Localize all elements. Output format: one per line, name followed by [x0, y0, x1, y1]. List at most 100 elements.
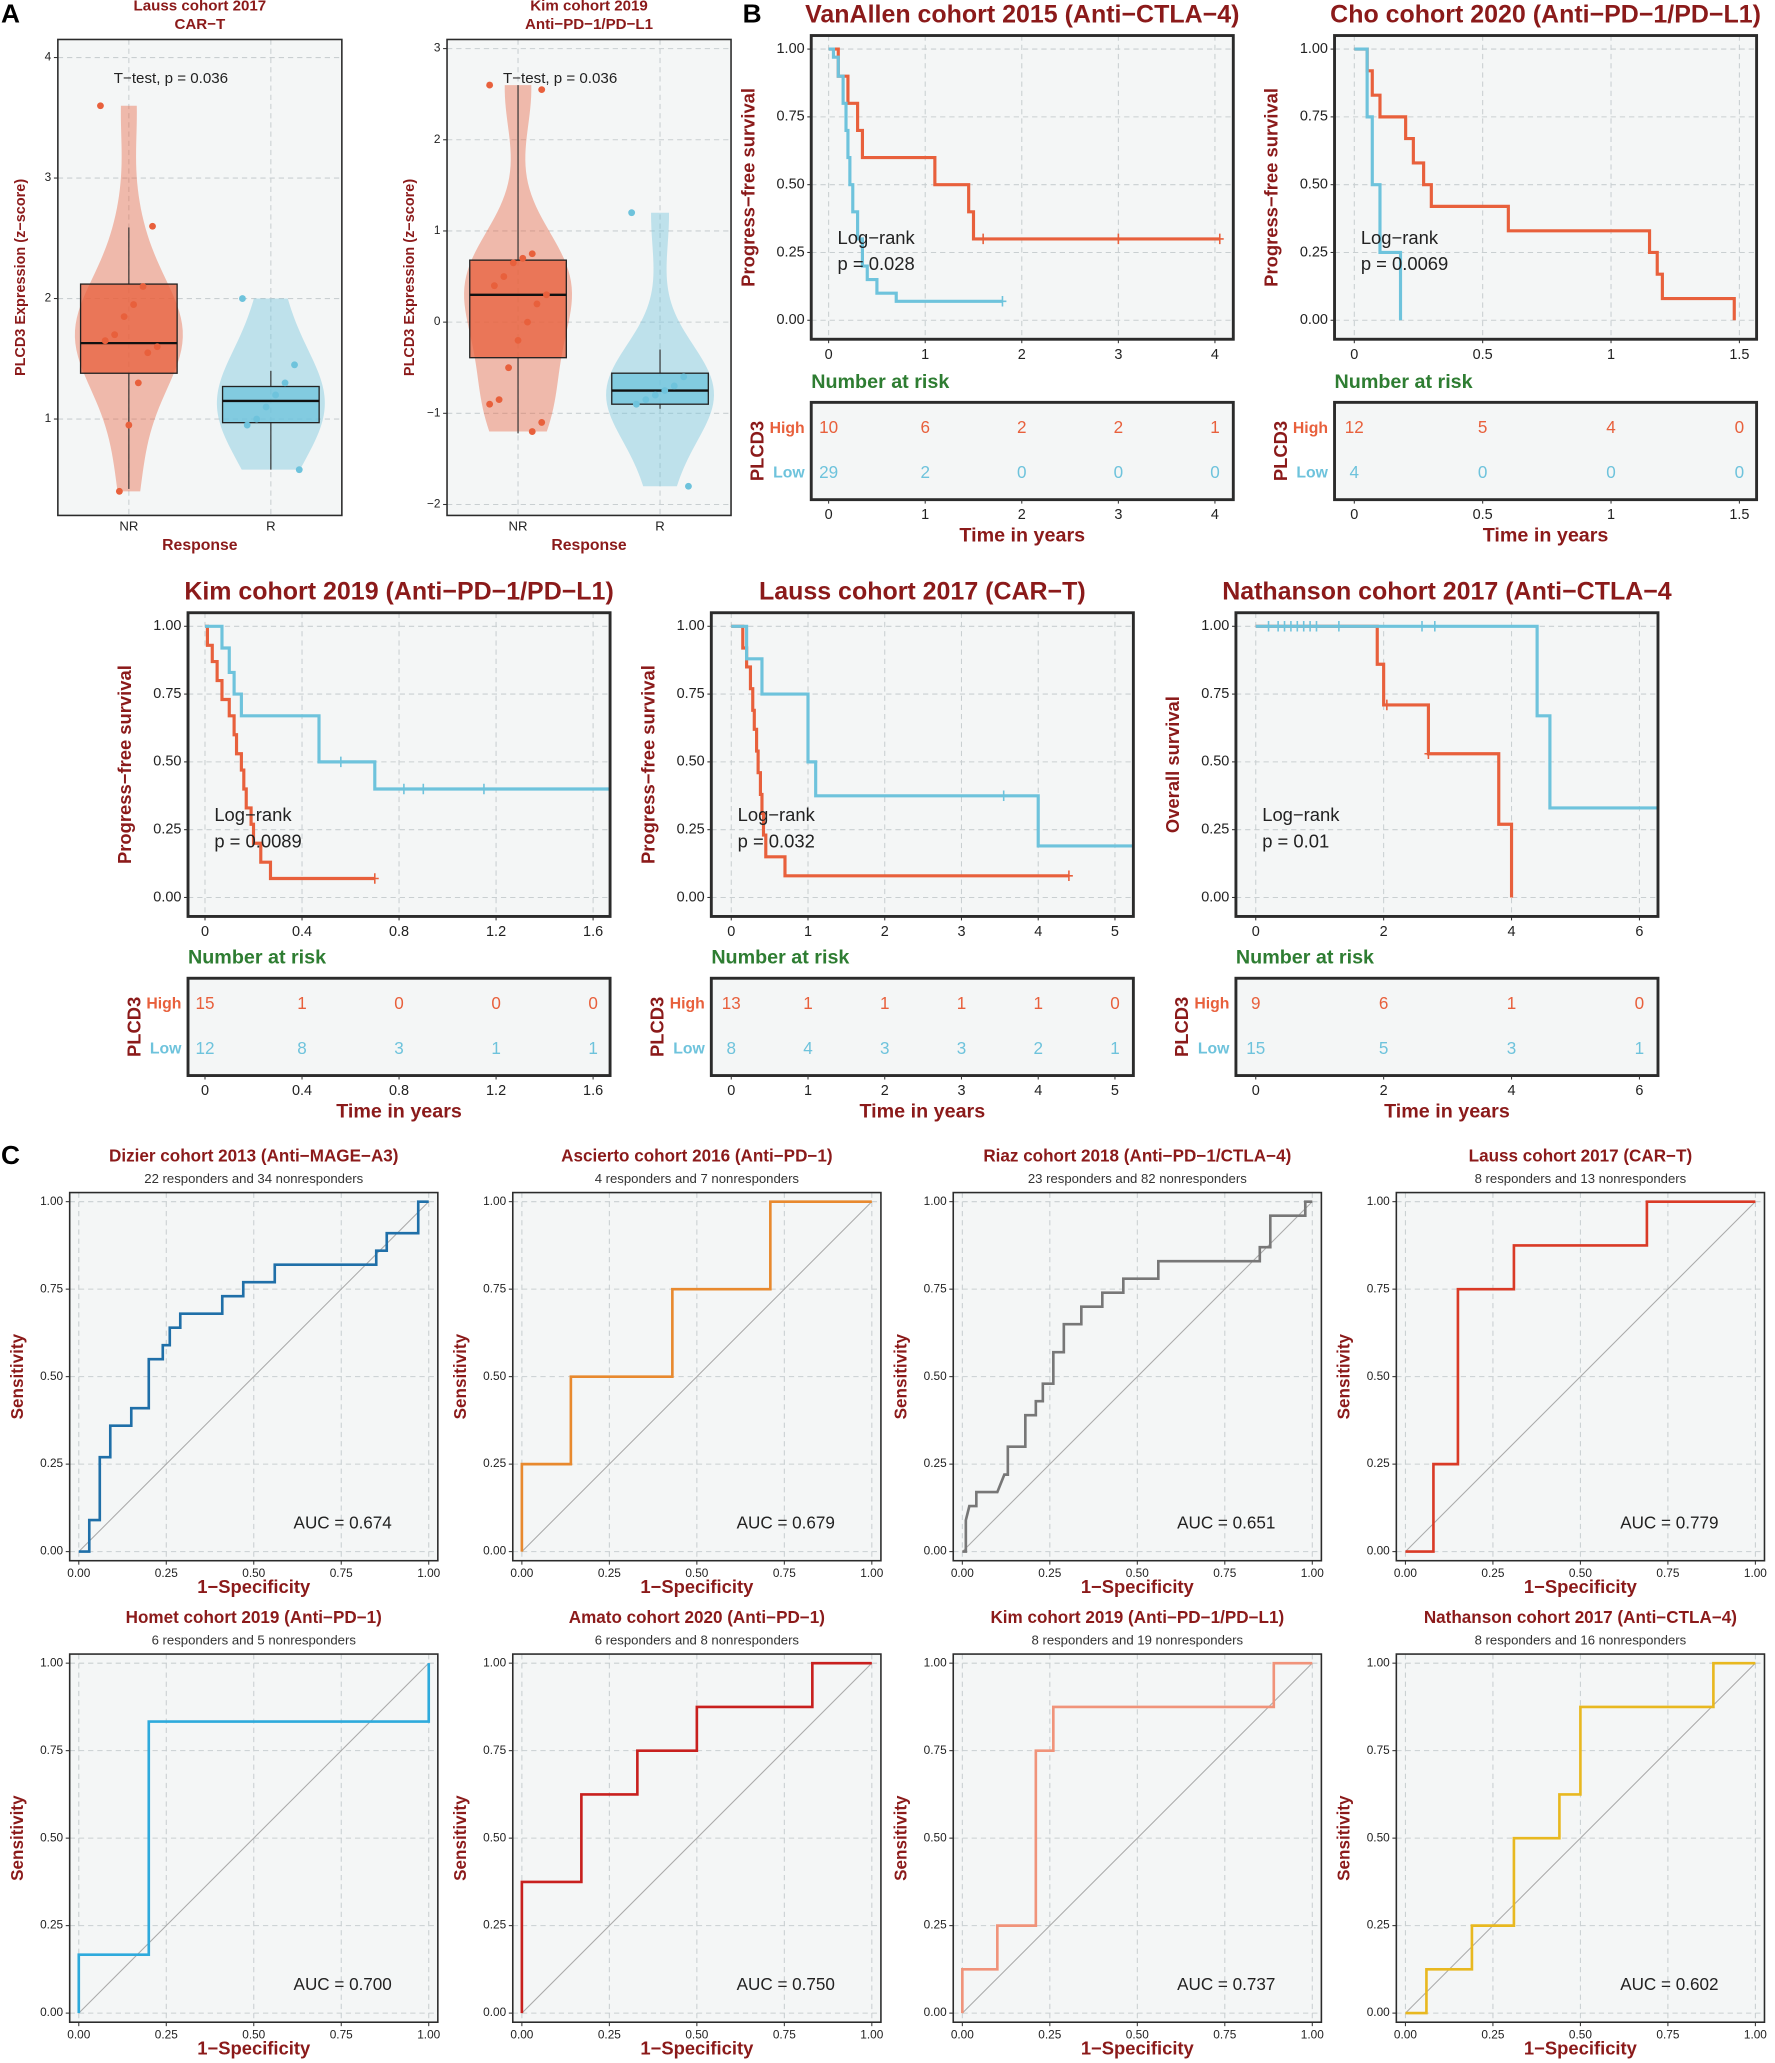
y-tick-label: 1.00 — [40, 1194, 63, 1208]
data-point — [120, 313, 128, 321]
x-tick-label: 0.25 — [598, 1566, 621, 1580]
chart-title: Nathanson cohort 2017 (Anti−CTLA−4 — [1222, 578, 1672, 606]
risk-count: 2 — [1017, 418, 1027, 437]
data-point — [685, 482, 692, 490]
risk-count: 1 — [957, 994, 967, 1013]
x-tick-label: 0.75 — [1213, 1566, 1236, 1580]
risk-count: 0 — [394, 994, 404, 1013]
roc-curve — [77, 1663, 431, 2014]
chart-subtitle: Anti−PD−1/PD−L1 — [525, 16, 653, 33]
x-tick-label: 0.75 — [330, 2027, 353, 2041]
y-tick-label: 0.25 — [153, 821, 181, 837]
survival-curve — [828, 47, 1003, 303]
risk-count: 12 — [195, 1039, 214, 1058]
y-tick-label: 0.75 — [483, 1281, 506, 1295]
y-tick-label: 1.00 — [777, 41, 805, 57]
x-axis-label: 1−Specificity — [640, 1576, 754, 1597]
risk-count: 0 — [1210, 463, 1220, 482]
y-tick-label: 0.00 — [1367, 2005, 1390, 2019]
data-point — [281, 379, 289, 387]
x-tick-label: 0.5 — [1473, 507, 1493, 523]
plot-background — [1334, 35, 1757, 340]
x-tick-label: 2 — [1380, 1083, 1388, 1099]
box — [79, 283, 178, 374]
y-axis-label: Progress−free survival — [637, 665, 658, 864]
y-tick-label: 1.00 — [924, 1655, 947, 1669]
plot-frame — [1234, 611, 1660, 918]
risk-count: 4 — [1606, 418, 1616, 437]
censor-mark — [1064, 870, 1073, 882]
y-tick-label: 0.25 — [40, 1918, 63, 1932]
x-axis-label: Response — [162, 537, 238, 554]
x-tick-label: 0 — [1252, 924, 1260, 940]
x-tick-label: 0.50 — [1126, 2027, 1149, 2041]
annotation: Log−rank — [1262, 804, 1340, 825]
data-point — [651, 391, 659, 399]
risk-row-label: Low — [1296, 465, 1328, 482]
x-tick-label: 0.00 — [510, 1566, 533, 1580]
y-tick-label: 0.50 — [1201, 754, 1229, 770]
y-tick-label: 0.50 — [1300, 176, 1328, 192]
y-tick-label: 1.00 — [1367, 1655, 1390, 1669]
risk-count: 1 — [1033, 994, 1043, 1013]
chart-subtitle: 8 responders and 16 nonresponders — [1475, 1632, 1687, 1647]
y-tick-label: 1 — [45, 411, 52, 425]
x-tick-label: 2 — [881, 924, 889, 940]
censor-mark — [1424, 748, 1433, 760]
x-tick-label: 0.25 — [1481, 1566, 1504, 1580]
y-tick-label: 0.25 — [1300, 244, 1328, 260]
x-tick-label: 1 — [804, 924, 812, 940]
x-tick-label: NR — [509, 519, 528, 534]
x-tick-label: NR — [119, 519, 138, 534]
risk-count: 3 — [394, 1039, 404, 1058]
data-point — [149, 222, 156, 230]
censor-mark — [479, 783, 488, 795]
data-point — [239, 295, 246, 302]
chart-subtitle: 8 responders and 13 nonresponders — [1475, 1171, 1687, 1186]
risk-row-label: Low — [1198, 1040, 1230, 1057]
chart-title: Riaz cohort 2018 (Anti−PD−1/CTLA−4) — [983, 1147, 1291, 1166]
data-point — [153, 343, 161, 351]
y-tick-label: 1.00 — [1367, 1194, 1390, 1208]
y-tick-label: 0 — [434, 314, 441, 328]
x-tick-label: 0 — [1252, 1083, 1260, 1099]
annotation: Log−rank — [1361, 227, 1439, 248]
chart-subtitle: 6 responders and 8 nonresponders — [595, 1632, 800, 1647]
plot-frame — [68, 1191, 439, 1562]
y-tick-label: 1.00 — [1300, 41, 1328, 57]
data-point — [115, 487, 123, 495]
y-tick-label: 0.00 — [483, 1544, 506, 1558]
x-tick-label: 0.25 — [1038, 1566, 1061, 1580]
risk-count: 2 — [920, 463, 930, 482]
x-tick-label: 0.50 — [1126, 1566, 1149, 1580]
reference-diagonal — [1405, 1201, 1756, 1552]
panel-label: B — [743, 0, 762, 29]
x-tick-label: 0.00 — [951, 2027, 974, 2041]
panel-label: A — [1, 0, 20, 29]
plot-frame — [68, 1653, 439, 2024]
y-tick-label: 0.75 — [40, 1743, 63, 1757]
data-point — [680, 373, 688, 381]
data-point — [101, 337, 109, 345]
y-tick-label: 0.00 — [924, 1544, 947, 1558]
chart-title: Ascierto cohort 2016 (Anti−PD−1) — [561, 1147, 832, 1166]
x-axis-label: Time in years — [1384, 1101, 1510, 1123]
annotation: Log−rank — [838, 227, 916, 248]
risk-row-label: Low — [673, 1040, 705, 1057]
y-axis-label: Overall survival — [1162, 696, 1183, 833]
x-tick-label: 0.25 — [1038, 2027, 1061, 2041]
x-tick-label: 0.25 — [155, 2027, 178, 2041]
x-axis-label: 1−Specificity — [197, 2038, 311, 2059]
annotation: p = 0.028 — [838, 253, 915, 274]
chart-title: Nathanson cohort 2017 (Anti−CTLA−4) — [1424, 1608, 1737, 1627]
x-tick-label: 0.50 — [242, 1566, 265, 1580]
y-tick-label: 2 — [434, 132, 441, 146]
roc-curve — [961, 1661, 1313, 2014]
risk-row-label: High — [1194, 996, 1229, 1013]
y-tick-label: 1.00 — [677, 618, 705, 634]
plot-frame — [1333, 34, 1759, 341]
censor-mark — [399, 783, 408, 795]
x-tick-label: 0.75 — [330, 1566, 353, 1580]
censor-mark — [1382, 699, 1391, 711]
x-tick-label: 0.4 — [292, 924, 312, 940]
